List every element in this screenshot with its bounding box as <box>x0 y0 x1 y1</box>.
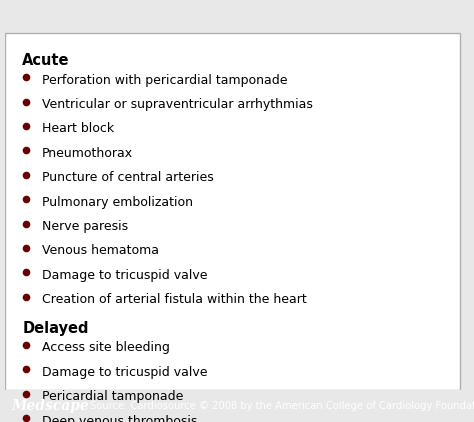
Text: Heart block: Heart block <box>42 122 114 135</box>
Text: Puncture of central arteries: Puncture of central arteries <box>42 171 214 184</box>
Text: Perforation with pericardial tamponade: Perforation with pericardial tamponade <box>42 74 287 87</box>
Text: Damage to tricuspid valve: Damage to tricuspid valve <box>42 269 208 282</box>
Text: Access site bleeding: Access site bleeding <box>42 341 170 354</box>
Text: Pulmonary embolization: Pulmonary embolization <box>42 195 193 208</box>
Text: Pneumothorax: Pneumothorax <box>42 147 133 160</box>
Text: Medscape: Medscape <box>12 399 90 413</box>
Text: Pericardial tamponade: Pericardial tamponade <box>42 390 183 403</box>
Text: Acute: Acute <box>22 54 70 68</box>
Text: Creation of arterial fistula within the heart: Creation of arterial fistula within the … <box>42 293 307 306</box>
Text: Nerve paresis: Nerve paresis <box>42 220 128 233</box>
Text: Deep venous thrombosis: Deep venous thrombosis <box>42 414 197 422</box>
Text: Damage to tricuspid valve: Damage to tricuspid valve <box>42 366 208 379</box>
Text: Venous hematoma: Venous hematoma <box>42 244 159 257</box>
Text: Delayed: Delayed <box>22 321 89 336</box>
Text: Ventricular or supraventricular arrhythmias: Ventricular or supraventricular arrhythm… <box>42 98 313 111</box>
Text: Source: Cardiosource © 2008 by the American College of Cardiology Foundation: Source: Cardiosource © 2008 by the Ameri… <box>90 401 474 411</box>
